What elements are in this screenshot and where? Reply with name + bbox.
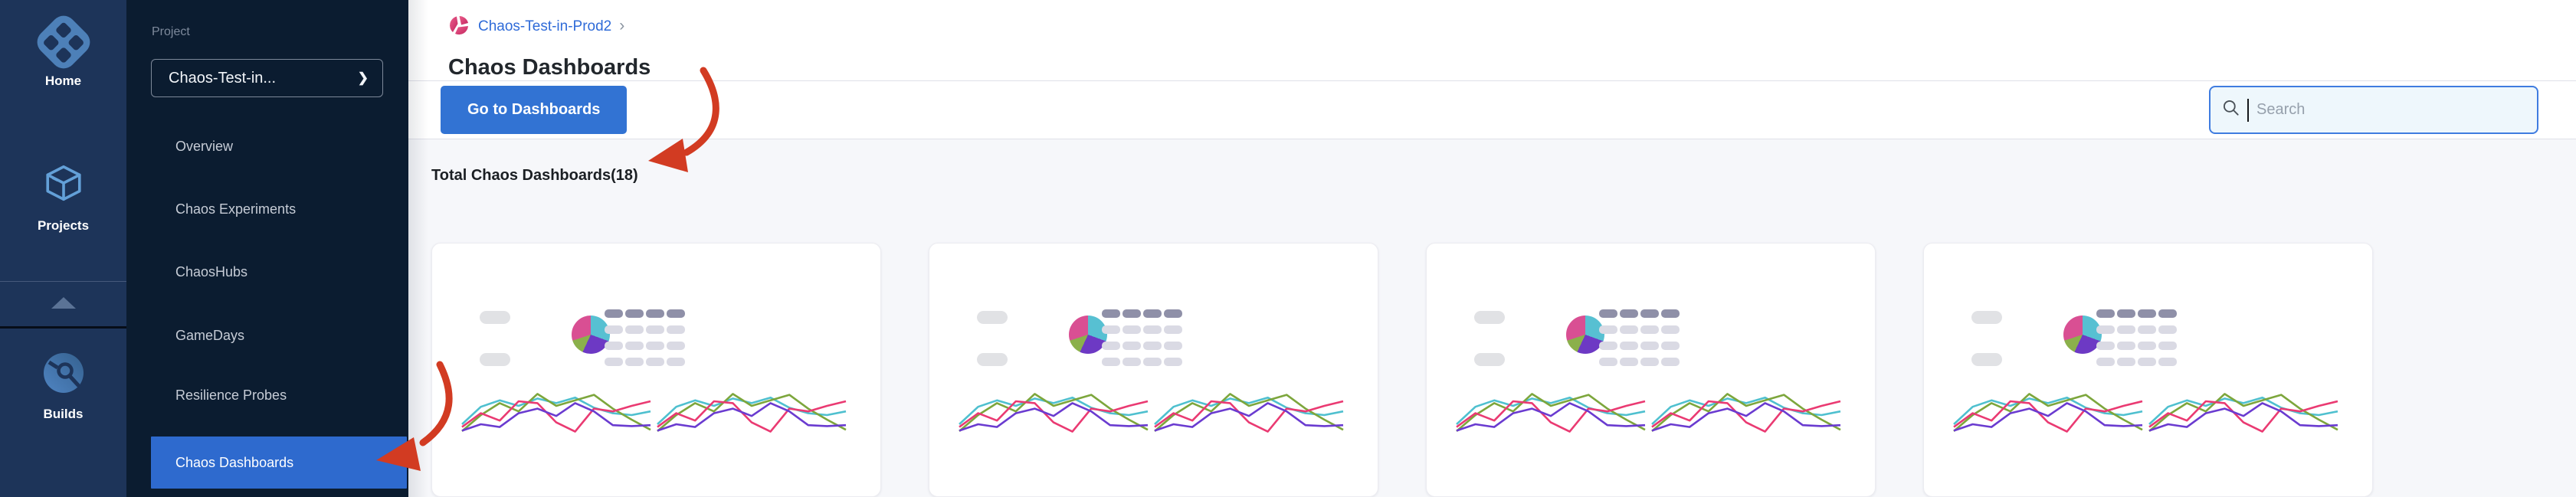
card-text-placeholder bbox=[480, 311, 510, 366]
breadcrumb: Chaos-Test-in-Prod2 › bbox=[448, 15, 2576, 39]
rail-projects-label: Projects bbox=[37, 218, 90, 233]
card-text-placeholder bbox=[1474, 311, 1505, 366]
search-icon bbox=[2221, 98, 2241, 122]
line-chart-thumbnails bbox=[1455, 384, 1842, 437]
dashboard-card[interactable] bbox=[1923, 243, 2373, 497]
chevron-right-icon: ❯ bbox=[357, 70, 369, 85]
table-thumbnail bbox=[1102, 309, 1182, 366]
sidebar-item-chaos-dashboards[interactable]: Chaos Dashboards bbox=[151, 437, 407, 489]
page-header: Chaos-Test-in-Prod2 › Chaos Dashboards bbox=[408, 0, 2576, 81]
project-section-label: Project bbox=[152, 25, 190, 38]
dashboard-card[interactable] bbox=[431, 243, 881, 497]
pie-chart-thumbnail bbox=[1069, 316, 1107, 354]
card-text-placeholder bbox=[1971, 311, 2002, 366]
sidebar-item-chaoshubs[interactable]: ChaosHubs bbox=[175, 264, 248, 280]
rail-home-label: Home bbox=[44, 74, 82, 88]
rail-collapse-button[interactable] bbox=[0, 297, 126, 309]
sidebar-menu: Overview Chaos Experiments ChaosHubs Gam… bbox=[126, 0, 408, 497]
line-chart-thumbnails bbox=[1952, 384, 2339, 437]
chevron-up-icon bbox=[51, 297, 76, 309]
toolbar: Go to Dashboards bbox=[408, 81, 2576, 139]
builds-icon bbox=[43, 352, 84, 397]
total-dashboards-label: Total Chaos Dashboards(18) bbox=[431, 167, 638, 184]
pie-chart-thumbnail bbox=[572, 316, 610, 354]
rail-divider bbox=[0, 281, 126, 282]
line-chart-thumbnails bbox=[958, 384, 1345, 437]
go-to-dashboards-button[interactable]: Go to Dashboards bbox=[441, 86, 628, 134]
table-thumbnail bbox=[1599, 309, 1680, 366]
rail-item-home[interactable]: Home bbox=[0, 10, 126, 89]
main-content: Chaos-Test-in-Prod2 › Chaos Dashboards G… bbox=[408, 0, 2576, 497]
sidebar-item-chaos-experiments[interactable]: Chaos Experiments bbox=[175, 201, 297, 217]
table-thumbnail bbox=[2096, 309, 2177, 366]
pie-chart-thumbnail bbox=[2063, 316, 2102, 354]
projects-cube-icon bbox=[41, 161, 86, 209]
module-rail: Home Projects bbox=[0, 0, 126, 497]
rail-item-builds[interactable]: Builds bbox=[0, 352, 126, 422]
search-box[interactable] bbox=[2209, 86, 2538, 134]
dashboard-cards bbox=[431, 243, 2576, 497]
rail-builds-label: Builds bbox=[43, 407, 84, 421]
home-icon bbox=[31, 10, 95, 74]
sidebar-item-overview[interactable]: Overview bbox=[175, 139, 234, 154]
dashboards-body: Total Chaos Dashboards(18) bbox=[408, 139, 2576, 497]
page-title: Chaos Dashboards bbox=[448, 55, 651, 80]
sidebar-item-gamedays[interactable]: GameDays bbox=[175, 328, 245, 343]
project-selector[interactable]: Chaos-Test-in... ❯ bbox=[151, 59, 383, 97]
card-text-placeholder bbox=[977, 311, 1008, 366]
pie-chart-thumbnail bbox=[1566, 316, 1604, 354]
rail-item-projects[interactable]: Projects bbox=[0, 161, 126, 234]
line-chart-thumbnails bbox=[460, 384, 847, 437]
project-sidebar: Project Chaos-Test-in... ❯ Overview Chao… bbox=[126, 0, 408, 497]
dashboard-card[interactable] bbox=[1426, 243, 1876, 497]
project-selector-value: Chaos-Test-in... bbox=[169, 69, 277, 87]
breadcrumb-project-link[interactable]: Chaos-Test-in-Prod2 bbox=[478, 18, 612, 34]
text-cursor bbox=[2247, 98, 2249, 122]
sidebar-item-resilience-probes[interactable]: Resilience Probes bbox=[175, 387, 287, 403]
rail-divider-dark bbox=[0, 326, 126, 329]
table-thumbnail bbox=[605, 309, 685, 366]
search-input[interactable] bbox=[2255, 100, 2526, 119]
chaos-project-icon bbox=[448, 15, 470, 39]
dashboard-card[interactable] bbox=[929, 243, 1378, 497]
breadcrumb-separator: › bbox=[619, 17, 625, 34]
